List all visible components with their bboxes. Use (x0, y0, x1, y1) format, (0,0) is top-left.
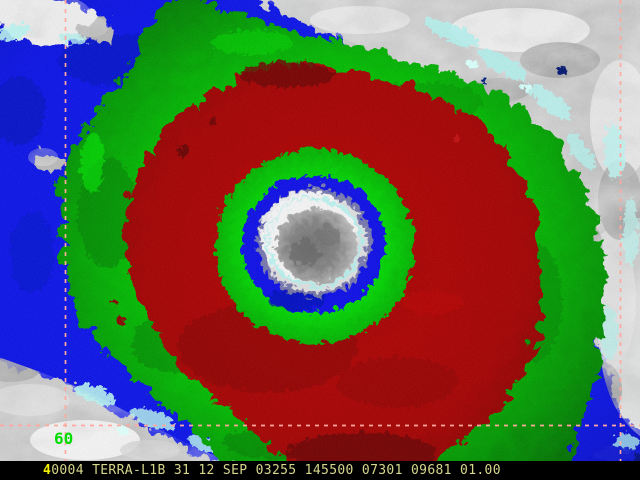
frame-number: 4 (43, 463, 52, 478)
longitude-label: 60 (54, 429, 73, 448)
image-info-text: 0004 TERRA-L1B 31 12 SEP 03255 145500 07… (51, 463, 501, 478)
satellite-image-area[interactable]: 60 (0, 0, 640, 461)
annotation-bar: 40004 TERRA-L1B 31 12 SEP 03255 145500 0… (0, 461, 640, 480)
sensor-noise-overlay (0, 0, 640, 461)
latlon-grid (0, 0, 640, 461)
